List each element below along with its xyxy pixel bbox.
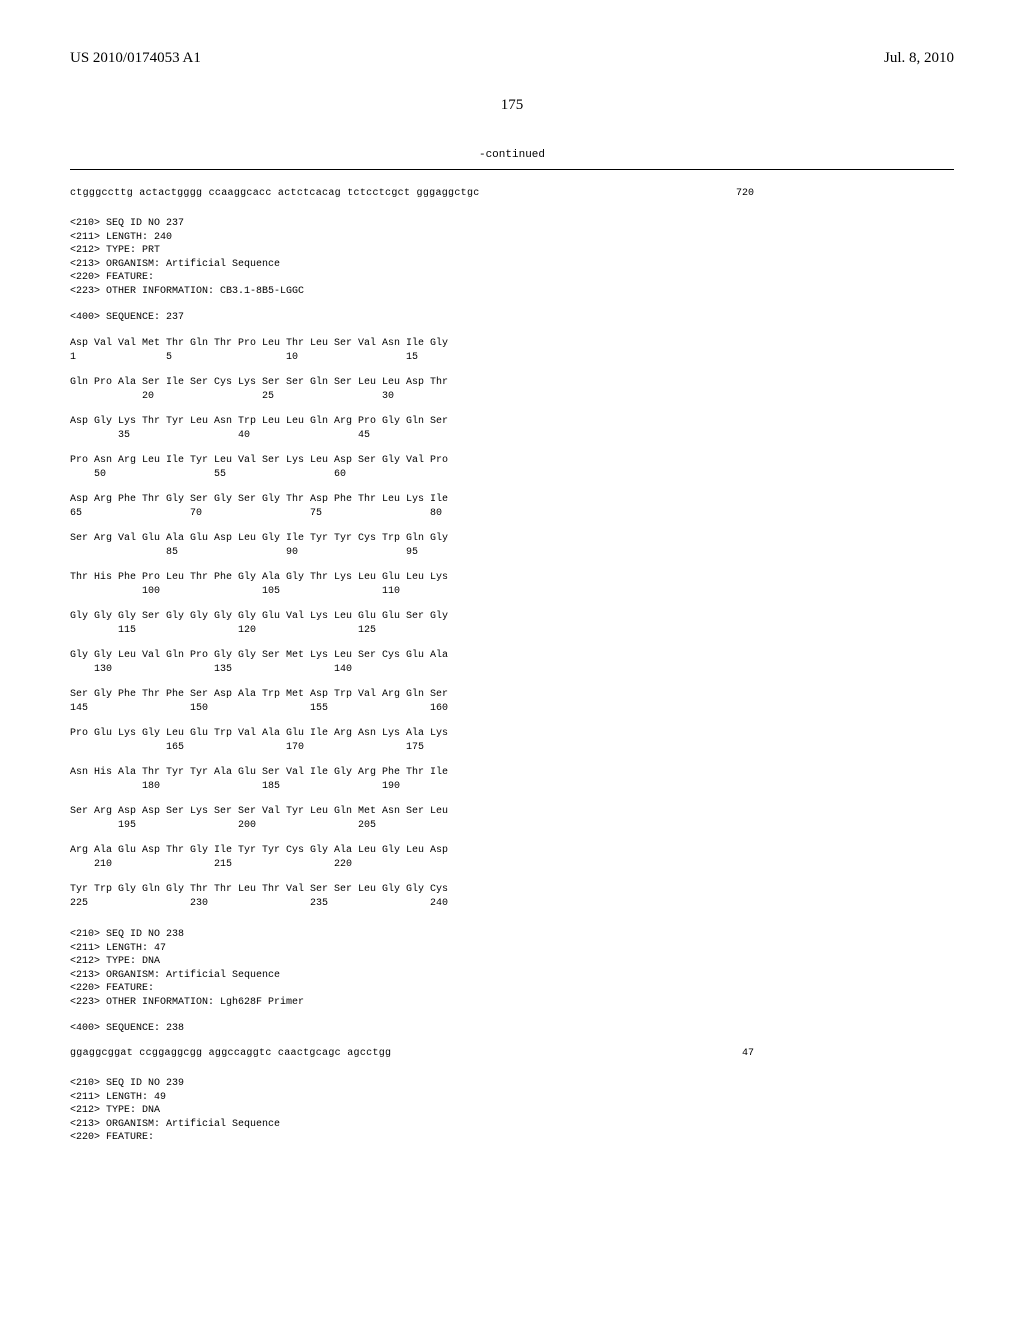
num-row: 1 5 10 15 [70, 351, 954, 365]
aa-row: Tyr Trp Gly Gln Gly Thr Thr Leu Thr Val … [70, 883, 954, 897]
dna-seq-text: ggaggcggat ccggaggcgg aggccaggtc caactgc… [70, 1048, 391, 1059]
meta-line: <223> OTHER INFORMATION: CB3.1-8B5-LGGC [70, 285, 954, 299]
seq238-label: <400> SEQUENCE: 238 [70, 1023, 954, 1034]
aa-row: Asp Val Val Met Thr Gln Thr Pro Leu Thr … [70, 337, 954, 351]
meta-line: <210> SEQ ID NO 237 [70, 217, 954, 231]
aa-row: Ser Arg Val Glu Ala Glu Asp Leu Gly Ile … [70, 532, 954, 546]
num-row: 180 185 190 [70, 780, 954, 794]
meta-line: <212> TYPE: PRT [70, 244, 954, 258]
meta-line: <220> FEATURE: [70, 982, 954, 996]
meta-line: <210> SEQ ID NO 239 [70, 1077, 954, 1091]
meta-line: <220> FEATURE: [70, 1131, 954, 1145]
publication-number: US 2010/0174053 A1 [70, 50, 201, 67]
seq237-metadata: <210> SEQ ID NO 237 <211> LENGTH: 240 <2… [70, 217, 954, 298]
num-row: 20 25 30 [70, 390, 954, 404]
aa-row: Ser Arg Asp Asp Ser Lys Ser Ser Val Tyr … [70, 805, 954, 819]
protein-sequence-237: Asp Val Val Met Thr Gln Thr Pro Leu Thr … [70, 337, 954, 910]
aa-row: Asn His Ala Thr Tyr Tyr Ala Glu Ser Val … [70, 766, 954, 780]
meta-line: <211> LENGTH: 240 [70, 231, 954, 245]
dna-seq-position: 47 [742, 1048, 954, 1059]
aa-row: Pro Glu Lys Gly Leu Glu Trp Val Ala Glu … [70, 727, 954, 741]
aa-row: Pro Asn Arg Leu Ile Tyr Leu Val Ser Lys … [70, 454, 954, 468]
meta-line: <213> ORGANISM: Artificial Sequence [70, 258, 954, 272]
num-row: 130 135 140 [70, 663, 954, 677]
page-header: US 2010/0174053 A1 Jul. 8, 2010 [70, 50, 954, 67]
dna-sequence-720: ctgggccttg actactgggg ccaaggcacc actctca… [70, 188, 954, 199]
aa-row: Gly Gly Leu Val Gln Pro Gly Gly Ser Met … [70, 649, 954, 663]
num-row: 50 55 60 [70, 468, 954, 482]
seq238-metadata: <210> SEQ ID NO 238 <211> LENGTH: 47 <21… [70, 928, 954, 1009]
meta-line: <212> TYPE: DNA [70, 955, 954, 969]
meta-line: <212> TYPE: DNA [70, 1104, 954, 1118]
section-divider-top [70, 169, 954, 170]
num-row: 65 70 75 80 [70, 507, 954, 521]
num-row: 210 215 220 [70, 858, 954, 872]
num-row: 165 170 175 [70, 741, 954, 755]
num-row: 85 90 95 [70, 546, 954, 560]
meta-line: <220> FEATURE: [70, 271, 954, 285]
num-row: 225 230 235 240 [70, 897, 954, 911]
dna-sequence-47: ggaggcggat ccggaggcgg aggccaggtc caactgc… [70, 1048, 954, 1059]
num-row: 115 120 125 [70, 624, 954, 638]
meta-line: <210> SEQ ID NO 238 [70, 928, 954, 942]
aa-row: Ser Gly Phe Thr Phe Ser Asp Ala Trp Met … [70, 688, 954, 702]
dna-seq-text: ctgggccttg actactgggg ccaaggcacc actctca… [70, 188, 480, 199]
num-row: 145 150 155 160 [70, 702, 954, 716]
meta-line: <211> LENGTH: 47 [70, 942, 954, 956]
seq239-metadata: <210> SEQ ID NO 239 <211> LENGTH: 49 <21… [70, 1077, 954, 1145]
num-row: 100 105 110 [70, 585, 954, 599]
meta-line: <213> ORGANISM: Artificial Sequence [70, 969, 954, 983]
dna-seq-position: 720 [736, 188, 954, 199]
publication-date: Jul. 8, 2010 [884, 50, 954, 67]
continued-label: -continued [70, 149, 954, 161]
aa-row: Thr His Phe Pro Leu Thr Phe Gly Ala Gly … [70, 571, 954, 585]
num-row: 35 40 45 [70, 429, 954, 443]
num-row: 195 200 205 [70, 819, 954, 833]
meta-line: <213> ORGANISM: Artificial Sequence [70, 1118, 954, 1132]
aa-row: Gln Pro Ala Ser Ile Ser Cys Lys Ser Ser … [70, 376, 954, 390]
aa-row: Asp Arg Phe Thr Gly Ser Gly Ser Gly Thr … [70, 493, 954, 507]
meta-line: <211> LENGTH: 49 [70, 1091, 954, 1105]
page-number: 175 [70, 97, 954, 114]
aa-row: Arg Ala Glu Asp Thr Gly Ile Tyr Tyr Cys … [70, 844, 954, 858]
aa-row: Asp Gly Lys Thr Tyr Leu Asn Trp Leu Leu … [70, 415, 954, 429]
aa-row: Gly Gly Gly Ser Gly Gly Gly Gly Glu Val … [70, 610, 954, 624]
seq237-label: <400> SEQUENCE: 237 [70, 312, 954, 323]
meta-line: <223> OTHER INFORMATION: Lgh628F Primer [70, 996, 954, 1010]
